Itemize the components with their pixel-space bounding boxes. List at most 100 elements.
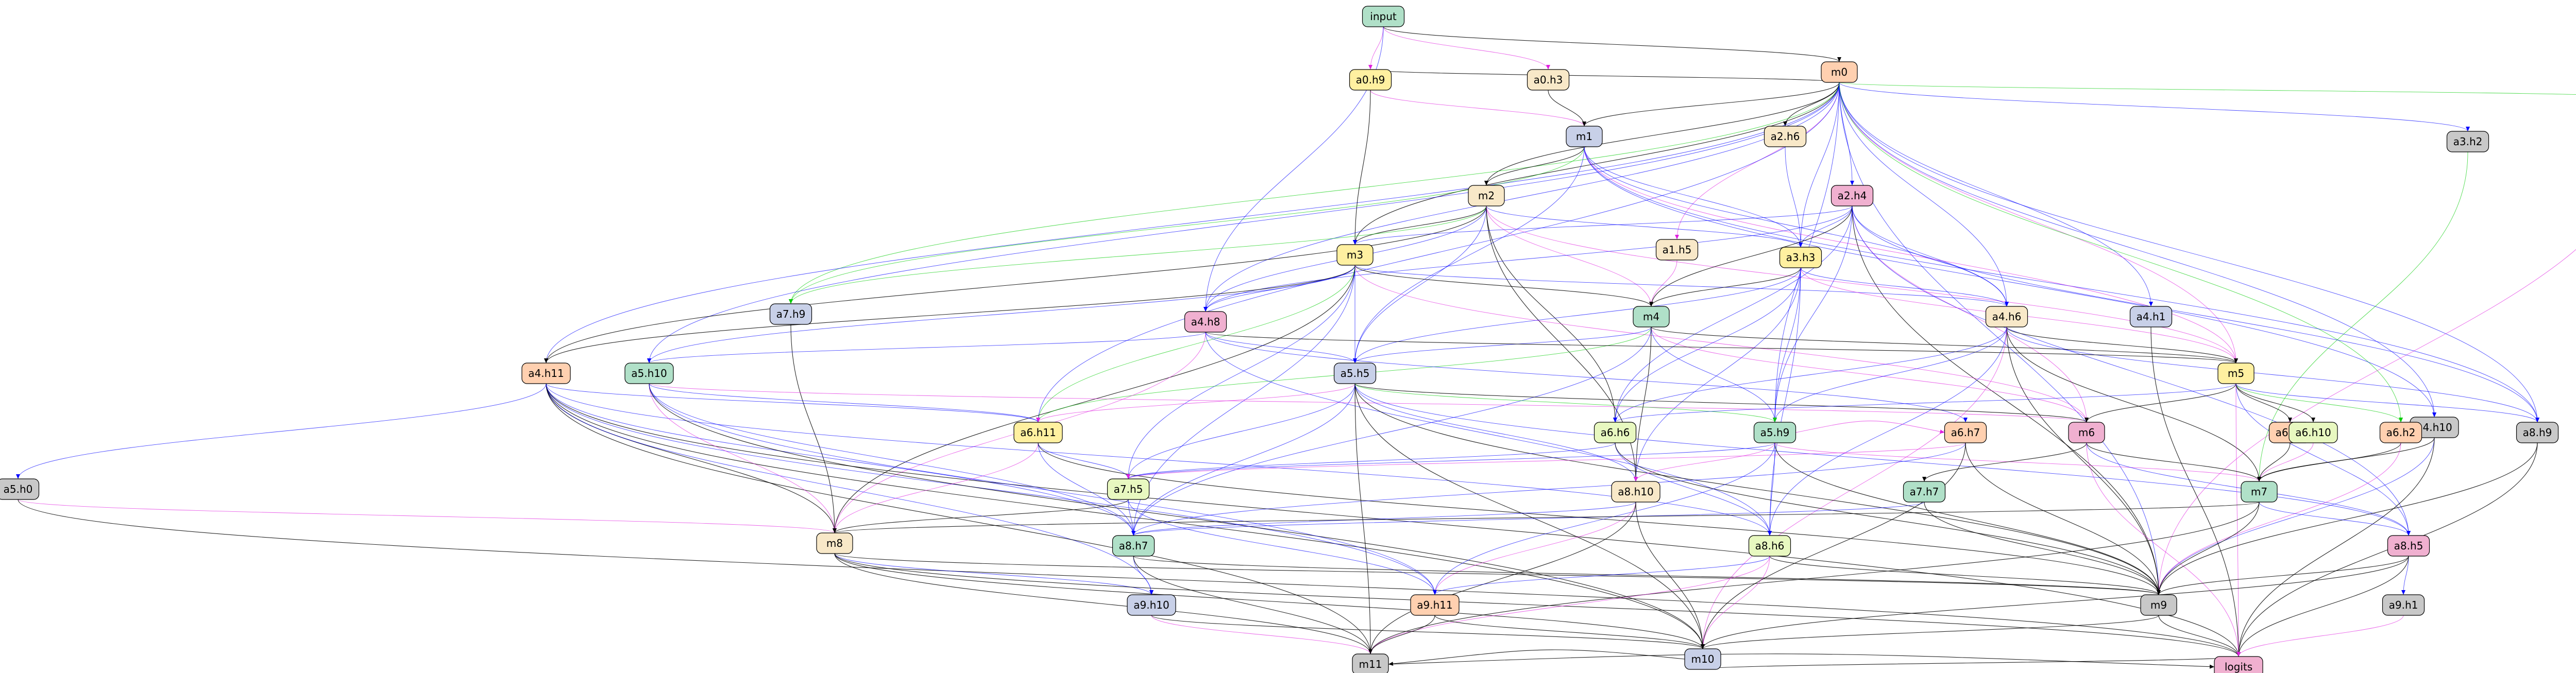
node-m7[interactable]: m7 <box>2241 481 2278 503</box>
node-box-m5 <box>2217 363 2255 384</box>
node-a8-h7[interactable]: a8.h7 <box>1112 535 1155 557</box>
node-m1[interactable]: m1 <box>1566 126 1603 147</box>
node-label-a0-h9: a0.h9 <box>1356 74 1385 86</box>
node-label-m4: m4 <box>1643 310 1659 323</box>
node-box-m4 <box>1633 306 1670 327</box>
node-a0-h3[interactable]: a0.h3 <box>1527 69 1570 91</box>
node-a9-h10[interactable]: a9.h10 <box>1127 594 1176 616</box>
edge-m0-to-a4-h1 <box>1839 82 2153 307</box>
node-a5-h5[interactable]: a5.h5 <box>1333 363 1377 384</box>
edge-m8-to-logits <box>834 553 2241 657</box>
node-a2-h6[interactable]: a2.h6 <box>1764 126 1807 147</box>
edge-a5-h9-to-m9 <box>1774 442 2161 595</box>
edge-a8-h7-to-a9-h10 <box>1133 556 1154 595</box>
node-m11[interactable]: m11 <box>1352 653 1389 673</box>
node-a7-h7[interactable]: a7.h7 <box>1903 481 1946 503</box>
node-a7-h9[interactable]: a7.h9 <box>769 303 812 325</box>
edge-a1-h5-to-m4 <box>1649 260 1677 307</box>
node-label-a6-h7: a6.h7 <box>1951 426 1980 439</box>
edge-a7-h5-to-m8 <box>833 499 1129 533</box>
edge-a9-h10-to-m10 <box>1151 615 1705 649</box>
node-a0-h9[interactable]: a0.h9 <box>1349 69 1392 91</box>
node-m10[interactable]: m10 <box>1684 648 1721 670</box>
node-a8-h9[interactable]: a8.h9 <box>2516 422 2559 443</box>
node-a9-h11[interactable]: a9.h11 <box>1410 594 1460 616</box>
edge-m7-to-m9 <box>2157 502 2260 595</box>
node-label-a5-h10: a5.h10 <box>631 367 667 379</box>
edge-a5-h5-to-m9 <box>1354 383 2161 595</box>
edge-m4-to-a8-h10 <box>1634 326 1652 482</box>
node-m4[interactable]: m4 <box>1633 306 1670 327</box>
edge-m6-to-a7-h7 <box>1922 442 2087 482</box>
node-m9[interactable]: m9 <box>2140 594 2177 616</box>
edge-m1-to-m2 <box>1484 146 1585 186</box>
node-a3-h2[interactable]: a3.h2 <box>2446 131 2489 152</box>
edge-m8-to-m10 <box>834 553 1705 649</box>
node-a5-h0[interactable]: a5.h0 <box>0 478 40 500</box>
edge-m5-to-a6-h6 <box>1613 383 2236 423</box>
edge-m3-to-m6 <box>1354 265 2089 423</box>
node-box-m0 <box>1821 61 1858 83</box>
edge-a8-h6-to-m9 <box>1769 556 2161 595</box>
edge-m0-to-a7-h9 <box>789 82 1840 304</box>
node-a4-h11[interactable]: a4.h11 <box>521 363 571 384</box>
edge-m5-to-a8-h9 <box>2235 383 2539 423</box>
node-a6-h11[interactable]: a6.h11 <box>1013 422 1063 443</box>
edge-a0-h3-to-m1 <box>1548 90 1586 127</box>
edge-a5-h10-to-a9-h11 <box>649 383 1437 595</box>
edge-m3-to-m4 <box>1354 265 1653 307</box>
edge-m0-to-m3 <box>1353 82 1840 245</box>
node-a4-h1[interactable]: a4.h1 <box>2129 306 2173 327</box>
node-m6[interactable]: m6 <box>2068 422 2105 443</box>
node-a6-h6[interactable]: a6.h6 <box>1594 422 1637 443</box>
edge-a4-h6-to-a8-h9 <box>2006 326 2539 423</box>
edge-a6-h6-to-m9 <box>1615 442 2161 595</box>
node-m0[interactable]: m0 <box>1821 61 1858 83</box>
node-label-a9-h11: a9.h11 <box>1417 599 1452 611</box>
edge-a4-h11-to-a9-h10 <box>546 383 1154 595</box>
node-a8-h5[interactable]: a8.h5 <box>2387 535 2430 557</box>
node-a1-h5[interactable]: a1.h5 <box>1655 239 1699 261</box>
edge-a4-h6-to-m10 <box>1701 326 2007 649</box>
edge-m2-to-a5-h5 <box>1353 205 1487 364</box>
edge-a2-h4-to-m9 <box>1852 205 2161 595</box>
edge-a3-h3-to-a4-h6 <box>1800 267 2009 307</box>
node-a7-h5[interactable]: a7.h5 <box>1107 478 1150 500</box>
node-logits[interactable]: logits <box>2214 656 2263 673</box>
node-a6-h10[interactable]: a6.h10 <box>2289 422 2338 443</box>
edge-m1-to-a3-h3 <box>1584 146 1803 248</box>
node-label-a5-h5: a5.h5 <box>1341 367 1370 379</box>
node-m3[interactable]: m3 <box>1336 244 1374 266</box>
edge-m0-to-a4-h10 <box>1839 82 2436 418</box>
edge-a6-h11-to-m9 <box>1038 442 2161 595</box>
node-input[interactable]: input <box>1362 6 1405 27</box>
node-a5-h10[interactable]: a5.h10 <box>624 363 674 384</box>
node-m5[interactable]: m5 <box>2217 363 2255 384</box>
node-a3-h3[interactable]: a3.h3 <box>1779 247 1822 268</box>
edge-m9-to-m10 <box>1701 615 2159 649</box>
node-label-a4-h10: a4.h10 <box>2416 421 2452 434</box>
node-a6-h2[interactable]: a6.h2 <box>2379 422 2422 443</box>
edge-m1-to-a4-h10 <box>1584 146 2436 418</box>
node-label-m6: m6 <box>2078 426 2095 439</box>
node-m8[interactable]: m8 <box>816 532 853 554</box>
edge-a9-h1-to-logits <box>2236 615 2404 657</box>
edge-a6-h7-to-a7-h5 <box>1126 442 1966 479</box>
node-a4-h6[interactable]: a4.h6 <box>1985 306 2028 327</box>
node-m2[interactable]: m2 <box>1468 185 1505 206</box>
node-a8-h6[interactable]: a8.h6 <box>1748 535 1791 557</box>
edge-a8-h5-to-logits <box>2236 556 2409 657</box>
node-a6-h7[interactable]: a6.h7 <box>1944 422 1987 443</box>
edge-m2-to-a4-h11 <box>544 205 1487 364</box>
node-a4-h8[interactable]: a4.h8 <box>1184 311 1227 333</box>
node-a8-h10[interactable]: a8.h10 <box>1611 481 1660 503</box>
node-label-a7-h7: a7.h7 <box>1910 486 1939 498</box>
edge-m2-to-a3-h3 <box>1486 205 1803 248</box>
node-a2-h4[interactable]: a2.h4 <box>1831 185 1874 206</box>
node-a4-h10[interactable]: a4.h10 <box>2410 417 2459 438</box>
node-box-m2 <box>1468 185 1505 206</box>
node-a9-h1[interactable]: a9.h1 <box>2382 594 2425 616</box>
edge-a4-h6-to-a6-h6 <box>1613 326 2007 423</box>
edge-a5-h5-to-m10 <box>1354 383 1705 649</box>
node-a5-h9[interactable]: a5.h9 <box>1753 422 1797 443</box>
